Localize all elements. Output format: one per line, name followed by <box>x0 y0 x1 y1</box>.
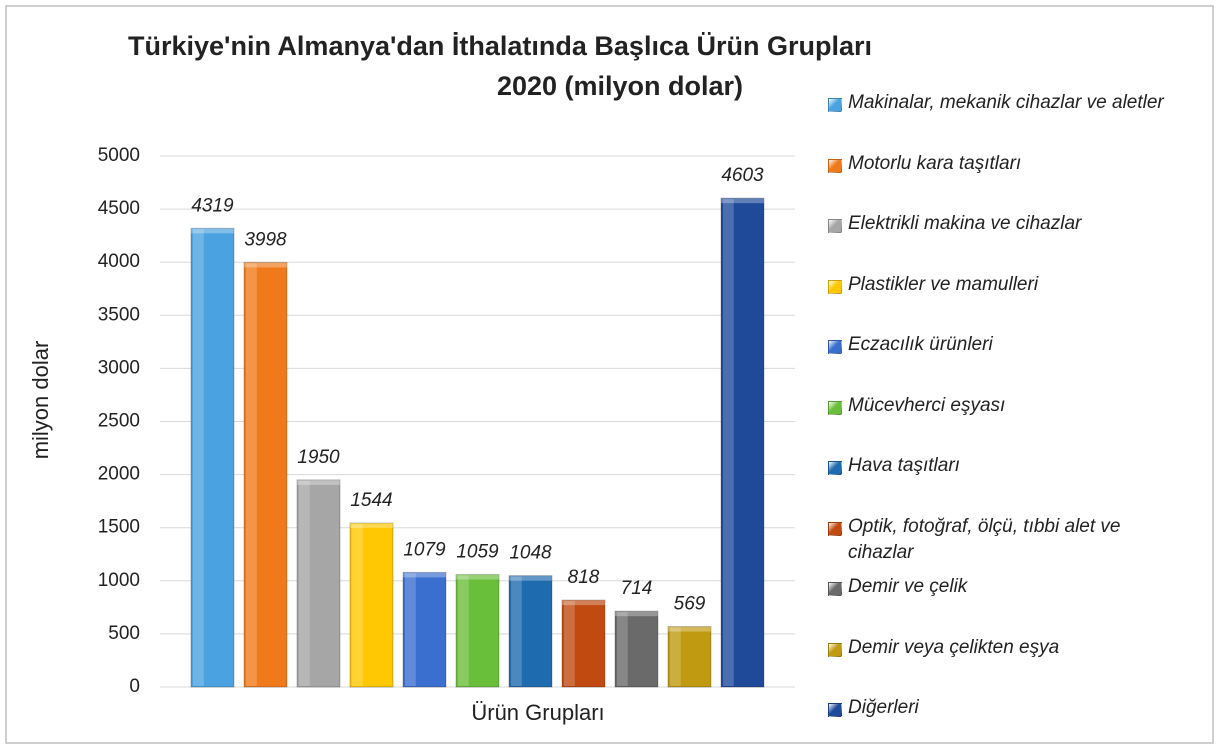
legend-item: Makinalar, mekanik cihazlar ve aletler <box>828 90 1188 116</box>
value-label: 569 <box>674 594 706 615</box>
y-tick-label: 3500 <box>98 304 140 325</box>
legend-label: Elektrikli makina ve cihazlar <box>848 213 1082 234</box>
legend-swatch <box>828 400 842 415</box>
y-tick-label: 1000 <box>98 570 140 591</box>
legend-item: Plastikler ve mamulleri <box>828 272 1188 298</box>
bar <box>243 261 288 688</box>
bar <box>296 479 341 688</box>
legend-label: Plastikler ve mamulleri <box>848 273 1039 295</box>
legend-swatch <box>828 703 842 717</box>
legend-label: Makinalar, mekanik cihazlar ve aletler <box>848 92 1164 113</box>
legend-swatch <box>828 642 842 657</box>
value-label: 1059 <box>456 542 499 563</box>
bar-cap <box>721 198 764 204</box>
legend-swatch <box>828 521 842 536</box>
bar-highlight <box>246 263 257 686</box>
legend-item: Mücevherci eşyası <box>828 393 1188 419</box>
legend-item: Diğerleri <box>828 695 1188 721</box>
legend-swatch <box>828 98 842 112</box>
bar-cap <box>191 228 234 234</box>
y-tick-label: 4500 <box>98 198 140 219</box>
value-label: 3998 <box>244 229 287 250</box>
legend-item: Hava taşıtları <box>828 453 1188 479</box>
value-label: 1079 <box>403 539 446 560</box>
value-label: 4319 <box>191 195 234 216</box>
bar-highlight <box>617 612 628 686</box>
value-label: 714 <box>621 578 653 599</box>
y-tick-label: 500 <box>108 623 140 644</box>
bar-highlight <box>511 576 522 686</box>
bar-cap <box>244 262 287 268</box>
legend-item: Demir ve çelik <box>828 574 1188 600</box>
bar-cap <box>297 479 340 485</box>
bar-cap <box>562 600 605 606</box>
bar <box>508 575 553 688</box>
bar-cap <box>456 574 499 580</box>
bar-highlight <box>670 627 681 686</box>
legend-label: Motorlu kara taşıtları <box>848 152 1022 174</box>
legend-label: Demir veya çelikten eşya <box>848 636 1060 658</box>
legend-swatch <box>828 279 842 294</box>
y-axis-label: milyon dolar <box>28 341 53 460</box>
bar <box>720 197 765 688</box>
bar-highlight <box>405 573 416 686</box>
legend-swatch <box>828 158 842 173</box>
y-tick-label: 2000 <box>98 464 140 485</box>
legend-item: Demir veya çelikten eşya <box>828 635 1188 661</box>
bar-cap <box>509 575 552 581</box>
y-tick-label: 5000 <box>98 145 140 166</box>
bar <box>614 610 659 688</box>
bar-highlight <box>299 480 310 686</box>
bar-highlight <box>352 524 363 686</box>
legend-item: Elektrikli makina ve cihazlar <box>828 211 1188 237</box>
x-tick-label: Ürün Grupları <box>471 700 604 725</box>
bar-cap <box>668 626 711 632</box>
bar-cap <box>350 523 393 529</box>
value-label: 1048 <box>509 543 552 564</box>
bar <box>667 626 712 688</box>
legend-item: Eczacılık ürünleri <box>828 332 1188 358</box>
legend-swatch <box>828 219 842 233</box>
y-tick-label: 4000 <box>98 251 140 272</box>
bar-cap <box>615 611 658 617</box>
y-tick-label: 3000 <box>98 357 140 378</box>
legend-label: Demir ve çelik <box>848 576 968 597</box>
legend-swatch <box>828 461 842 475</box>
bar-highlight <box>564 601 575 686</box>
bar <box>190 227 235 688</box>
bar-cap <box>403 572 446 578</box>
bar <box>349 522 394 688</box>
legend-label: Hava taşıtları <box>848 455 960 476</box>
legend-label: Mücevherci eşyası <box>848 394 1006 416</box>
bar-highlight <box>458 575 469 686</box>
y-tick-label: 1500 <box>98 517 140 538</box>
value-label: 1544 <box>350 490 392 511</box>
bar-highlight <box>193 229 204 686</box>
legend-label: Optik, fotoğraf, ölçü, tıbbi alet ve cih… <box>848 515 1121 563</box>
y-tick-label: 2500 <box>98 411 140 432</box>
legend-swatch <box>828 582 842 596</box>
chart-subtitle: 2020 (milyon dolar) <box>497 71 743 101</box>
legend-label: Eczacılık ürünleri <box>848 334 993 355</box>
bar <box>455 574 500 688</box>
bar <box>402 571 447 688</box>
bar <box>561 599 606 688</box>
legend-item: Motorlu kara taşıtları <box>828 151 1188 177</box>
legend-item: Optik, fotoğraf, ölçü, tıbbi alet ve cih… <box>828 514 1188 566</box>
legend-label: Diğerleri <box>848 697 919 718</box>
value-label: 4603 <box>721 165 764 186</box>
value-label: 818 <box>568 567 600 588</box>
chart-border <box>5 5 1214 744</box>
chart-title: Türkiye'nin Almanya'dan İthalatında Başl… <box>128 31 872 61</box>
legend-swatch <box>828 340 842 354</box>
y-tick-label: 0 <box>129 676 140 697</box>
bar-highlight <box>723 199 734 686</box>
value-label: 1950 <box>297 447 340 468</box>
